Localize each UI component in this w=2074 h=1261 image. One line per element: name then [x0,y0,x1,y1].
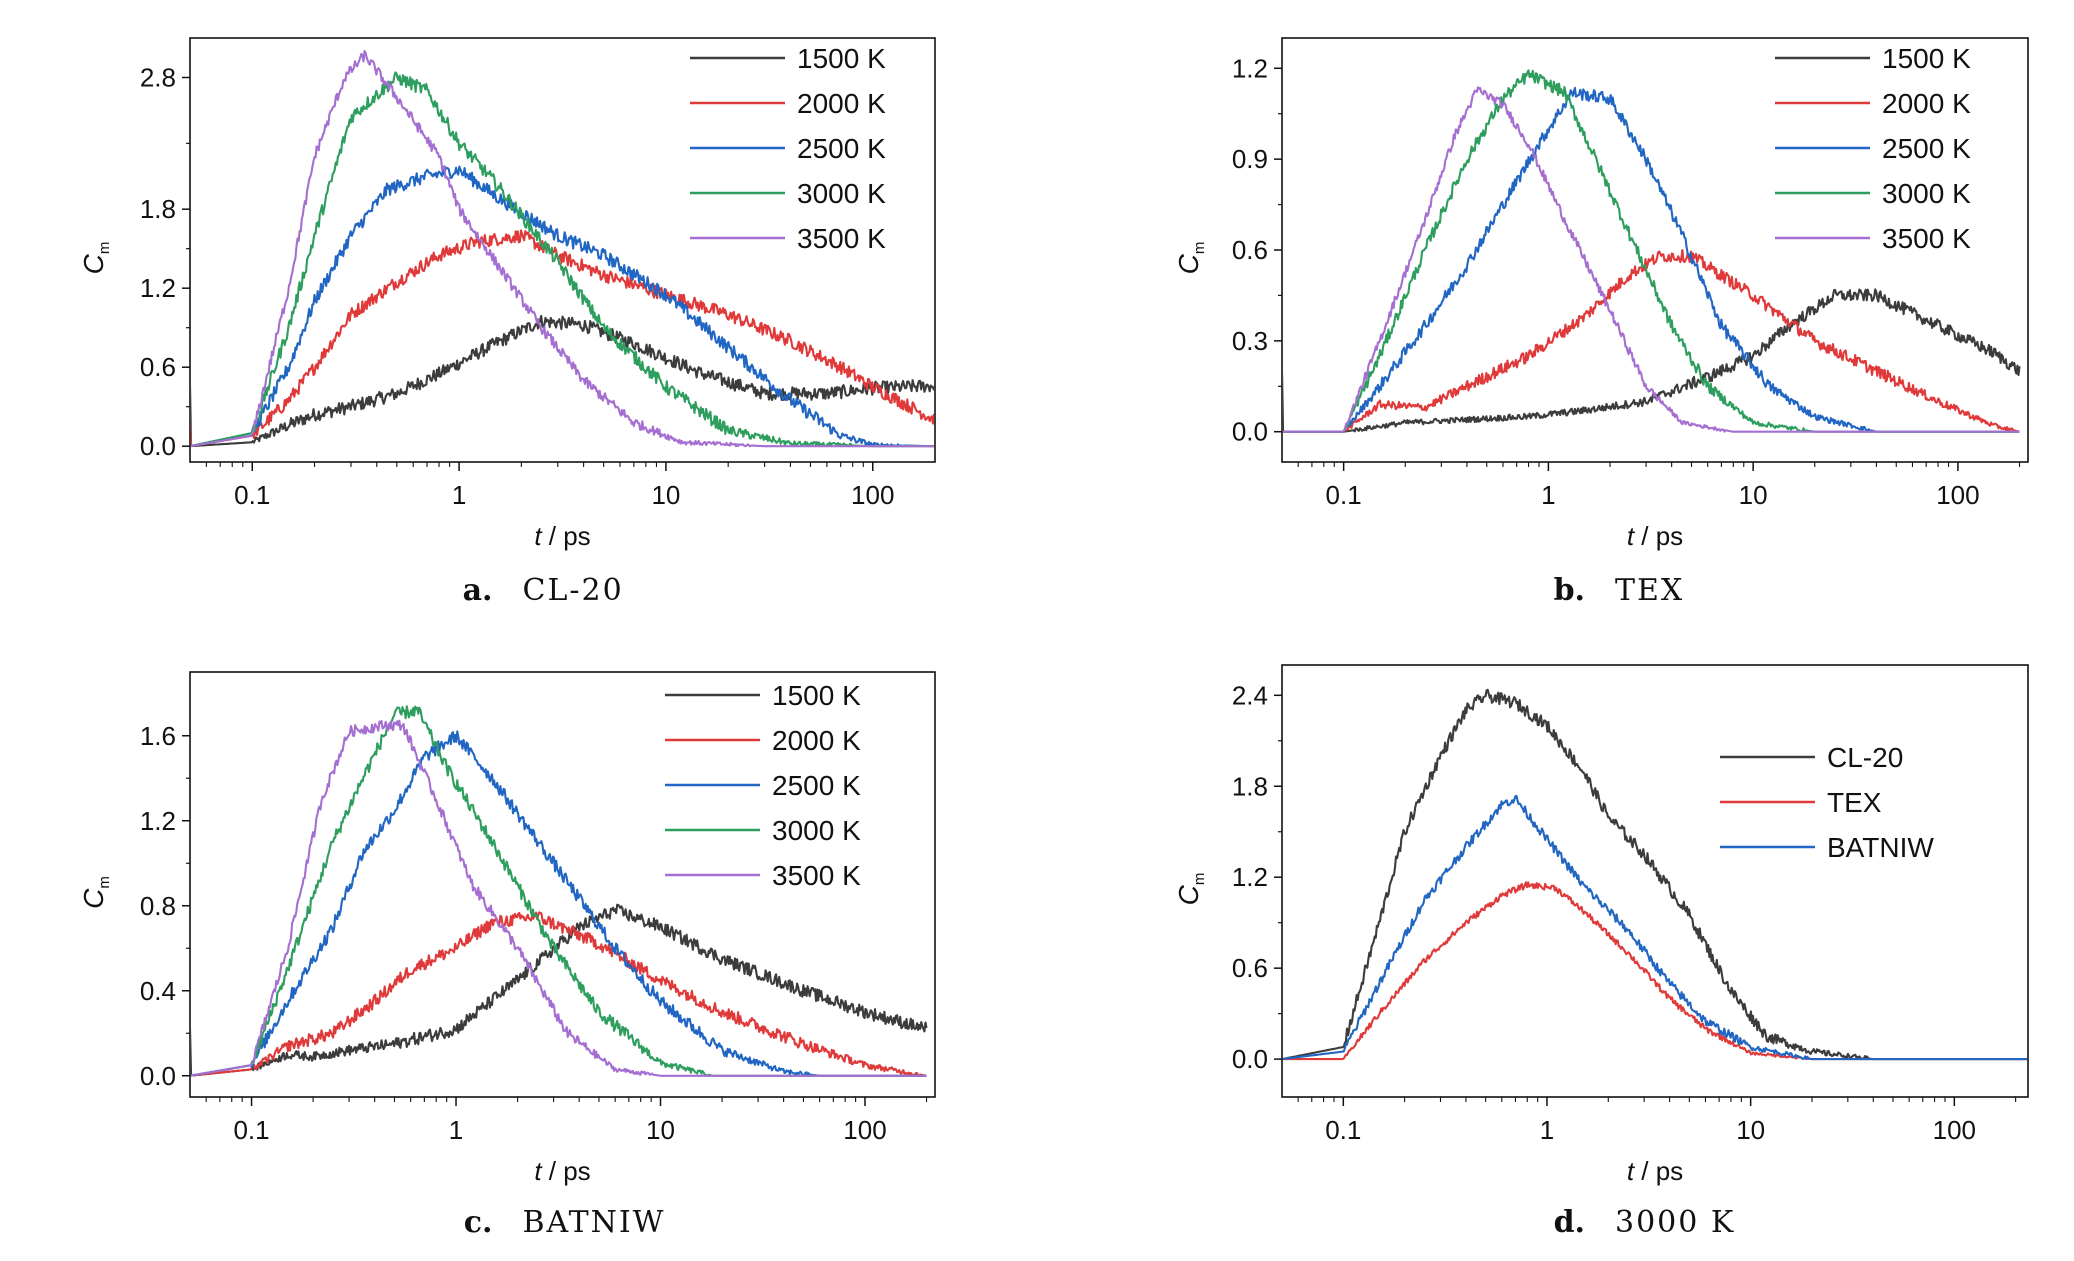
y-axis-label: Cm [78,242,113,275]
x-tick-label: 10 [651,480,680,510]
legend-label: 3000 K [797,178,886,209]
x-tick-label: 0.1 [1326,480,1362,510]
x-axis-label: t / ps [534,521,590,551]
y-tick-label: 1.2 [140,273,176,303]
legend-label: 1500 K [772,680,861,711]
x-tick-label: 0.1 [234,480,270,510]
x-tick-label: 0.1 [233,1115,269,1145]
y-tick-label: 1.2 [140,806,176,836]
x-axis-label: t / ps [1627,521,1683,551]
series-line [191,903,928,1077]
y-tick-label: 2.8 [140,63,176,93]
series-line [191,229,934,448]
chart-panel-c: 0.0 0.4 0.8 1.2 1.6 0.1 1 10 100 t / ps Cm 1500 K 20… [78,671,936,1240]
legend-label: 2500 K [797,133,886,164]
legend-label: 3000 K [1882,178,1971,209]
plot-frame [189,671,936,1098]
legend-label: 1500 K [1882,43,1971,74]
y-axis-label: Cm [78,876,113,909]
panel-caption-letter: a. [463,573,493,608]
panel-caption-letter: c. [464,1205,493,1240]
y-tick-label: 1.6 [140,721,176,751]
x-tick-label: 1 [449,1115,463,1145]
y-axis-label: Cm [1173,873,1208,906]
y-tick-label: 1.2 [1232,862,1268,892]
legend-label: 3000 K [772,815,861,846]
series-line [1283,881,2027,1061]
series-line [191,314,934,448]
panel-caption-text: TEX [1615,573,1684,608]
series-line [1283,794,2027,1061]
series-line [1283,288,2021,433]
y-tick-label: 0.3 [1232,326,1268,356]
legend-label: 3500 K [1882,223,1971,254]
panel-caption-text: CL-20 [523,573,624,608]
x-axis-label: t / ps [534,1156,590,1186]
panel-caption-letter: b. [1554,573,1585,608]
legend-label: 2000 K [1882,88,1971,119]
series-line [191,50,934,448]
y-tick-label: 0.6 [1232,953,1268,983]
series-line [191,71,934,448]
legend-label: 1500 K [797,43,886,74]
y-tick-label: 0.0 [1232,1044,1268,1074]
series-line [191,911,927,1077]
y-tick-label: 1.2 [1232,53,1268,83]
legend-label: CL-20 [1827,742,1903,773]
plot-frame [1281,664,2029,1098]
y-tick-label: 0.0 [140,431,176,461]
x-tick-label: 100 [843,1115,886,1145]
y-tick-label: 0.4 [140,976,176,1006]
legend-label: 2000 K [797,88,886,119]
x-tick-label: 100 [851,480,894,510]
y-tick-label: 0.6 [140,352,176,382]
legend-label: TEX [1827,787,1882,818]
legend-label: BATNIW [1827,832,1934,863]
x-tick-label: 1 [1540,1115,1554,1145]
x-axis-label: t / ps [1627,1156,1683,1186]
legend-label: 3500 K [797,223,886,254]
chart-panel-a: 0.0 0.6 1.2 1.8 2.8 0.1 1 10 100 t / ps Cm 1500 K 20… [78,37,936,608]
legend-label: 2500 K [1882,133,1971,164]
y-tick-label: 1.8 [140,194,176,224]
series-line [1283,688,2027,1061]
x-tick-label: 10 [1739,480,1768,510]
x-tick-label: 100 [1933,1115,1976,1145]
plot-frame [189,37,936,463]
y-tick-label: 1.8 [1232,771,1268,801]
series-line [1283,248,2020,433]
y-tick-label: 0.0 [140,1061,176,1091]
x-tick-label: 1 [452,480,466,510]
x-tick-label: 1 [1541,480,1555,510]
y-axis-label: Cm [1173,242,1208,275]
y-tick-label: 0.9 [1232,144,1268,174]
chart-panel-b: 0.0 0.3 0.6 0.9 1.2 0.1 1 10 100 t / ps Cm 1500 K 20… [1173,37,2029,608]
x-tick-label: 10 [1736,1115,1765,1145]
legend-label: 3500 K [772,860,861,891]
series-line [191,719,927,1077]
panel-caption-text: 3000 K [1615,1205,1735,1240]
x-tick-label: 10 [646,1115,675,1145]
y-tick-label: 0.8 [140,891,176,921]
series-line [1283,86,2020,433]
chart-panel-d: 0.0 0.6 1.2 1.8 2.4 0.1 1 10 100 t / ps Cm CL-20 TEX… [1173,664,2029,1240]
y-tick-label: 0.0 [1232,417,1268,447]
panel-caption-letter: d. [1554,1205,1585,1240]
legend-label: 2000 K [772,725,861,756]
y-tick-label: 0.6 [1232,235,1268,265]
x-tick-label: 100 [1936,480,1979,510]
y-tick-label: 2.4 [1232,680,1268,710]
x-tick-label: 0.1 [1325,1115,1361,1145]
legend-label: 2500 K [772,770,861,801]
panel-caption-text: BATNIW [523,1205,666,1240]
series-line [191,165,934,448]
